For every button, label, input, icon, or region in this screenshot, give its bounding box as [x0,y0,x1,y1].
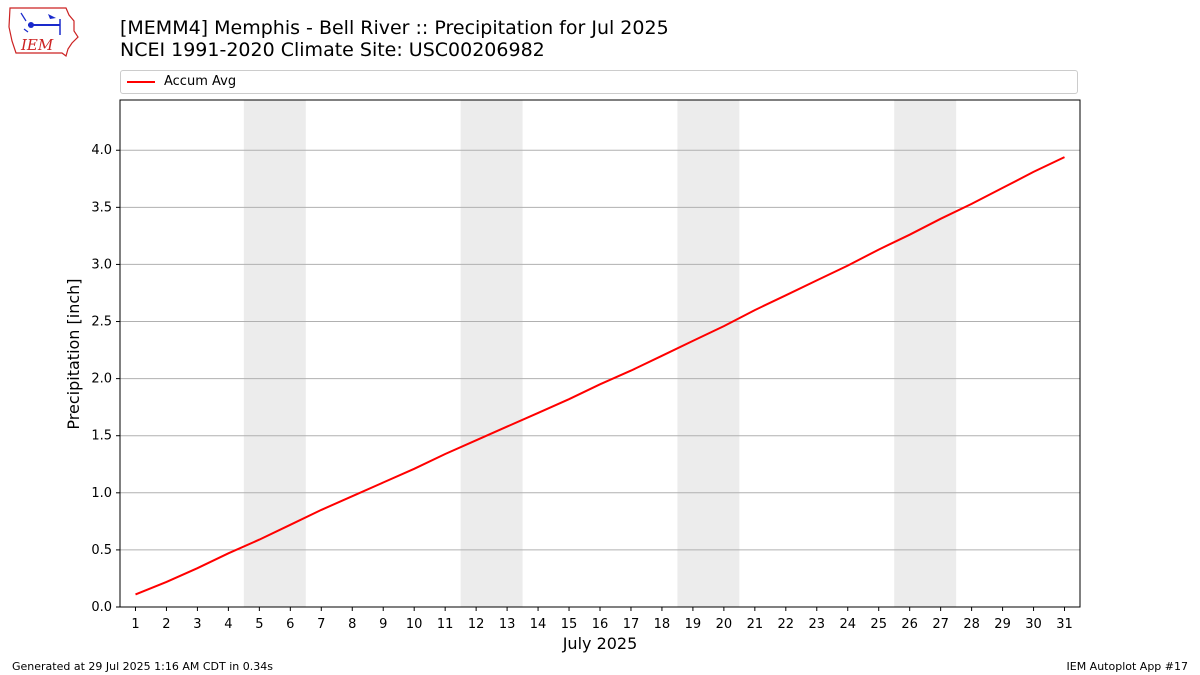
weekend-band-1 [243,100,306,607]
x-tick-label: 20 [716,617,733,632]
y-tick-label: 2.0 [91,372,112,387]
footer-generated: Generated at 29 Jul 2025 1:16 AM CDT in … [12,660,273,673]
x-axis-label: July 2025 [562,634,638,653]
x-tick-label: 3 [193,617,201,632]
y-axis-label: Precipitation [inch] [64,278,83,429]
x-tick-label: 19 [685,617,702,632]
weekend-band-3 [677,100,740,607]
x-tick-label: 10 [406,617,423,632]
series-layer [135,156,1065,596]
y-axis-ticks: 0.0 0.5 1.0 1.5 2.0 2.5 3.0 3.5 4.0 [91,143,120,615]
x-tick-label: 25 [870,617,887,632]
x-tick-label: 29 [994,617,1011,632]
x-tick-label: 1 [131,617,139,632]
chart-title: [MEMM4] Memphis - Bell River :: Precipit… [120,17,669,61]
y-tick-label: 0.0 [91,600,112,615]
x-tick-label: 17 [623,617,640,632]
y-tick-label: 2.5 [91,315,112,330]
x-tick-label: 27 [932,617,949,632]
title-line-2: NCEI 1991-2020 Climate Site: USC00206982 [120,39,545,61]
x-tick-label: 5 [255,617,263,632]
x-tick-label: 8 [348,617,356,632]
x-tick-label: 21 [747,617,764,632]
x-tick-label: 26 [901,617,918,632]
weekend-bands [243,100,957,607]
y-tick-label: 4.0 [91,143,112,158]
x-tick-label: 16 [592,617,609,632]
x-tick-label: 4 [224,617,232,632]
x-axis-ticks: 1 2 3 4 5 6 7 8 9 10 11 12 13 14 15 16 17 18 19 20 21 22 23 24 2… [131,607,1073,632]
title-line-1: [MEMM4] Memphis - Bell River :: Precipit… [120,17,669,39]
x-tick-label: 18 [654,617,671,632]
legend-label: Accum Avg [164,74,237,89]
legend: Accum Avg [120,70,1078,94]
x-tick-label: 31 [1056,617,1073,632]
series-line-accum-avg [135,156,1065,596]
y-tick-label: 3.0 [91,257,112,272]
y-tick-label: 3.5 [91,200,112,215]
footer-app-id: IEM Autoplot App #17 [1066,660,1189,673]
weekend-band-4 [894,100,957,607]
x-tick-label: 24 [839,617,856,632]
x-tick-label: 12 [468,617,485,632]
x-tick-label: 14 [530,617,547,632]
x-tick-label: 11 [437,617,454,632]
y-tick-label: 1.0 [91,486,112,501]
weekend-band-2 [460,100,523,607]
y-tick-label: 1.5 [91,429,112,444]
x-tick-label: 30 [1025,617,1042,632]
iem-iowa-logo-icon: IEM [8,7,79,58]
x-tick-label: 28 [963,617,980,632]
x-tick-label: 15 [561,617,578,632]
x-tick-label: 6 [286,617,294,632]
x-tick-label: 13 [499,617,516,632]
x-tick-label: 9 [379,617,387,632]
x-tick-label: 23 [809,617,826,632]
y-tick-label: 0.5 [91,543,112,558]
legend-swatch [127,81,155,83]
x-tick-label: 2 [162,617,170,632]
x-tick-label: 7 [317,617,325,632]
logo-text: IEM [20,36,54,54]
iem-logo: IEM [6,5,82,59]
x-tick-label: 22 [778,617,795,632]
